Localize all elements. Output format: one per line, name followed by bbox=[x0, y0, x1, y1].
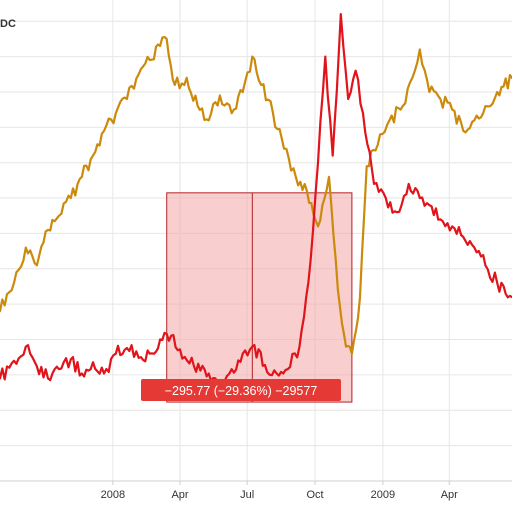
x-tick-label: Apr bbox=[171, 489, 188, 501]
symbol-label: DC bbox=[0, 18, 16, 30]
series-line-red bbox=[0, 13, 512, 385]
measure-label-background bbox=[141, 379, 341, 401]
x-tick-label: 2009 bbox=[371, 489, 395, 501]
x-tick-label: Apr bbox=[441, 489, 458, 501]
measure-label-text: −295.77 (−29.36%) −29577 bbox=[165, 384, 318, 398]
series-layer bbox=[0, 13, 512, 385]
x-axis: 2008 Apr Jul Oct 2009 Apr bbox=[0, 480, 512, 501]
x-tick-label: 2008 bbox=[101, 489, 125, 501]
series-line-gold bbox=[0, 35, 512, 355]
measure-label: −295.77 (−29.36%) −29577 bbox=[141, 379, 341, 401]
x-tick-label: Jul bbox=[240, 489, 254, 501]
x-tick-label: Oct bbox=[306, 489, 323, 501]
